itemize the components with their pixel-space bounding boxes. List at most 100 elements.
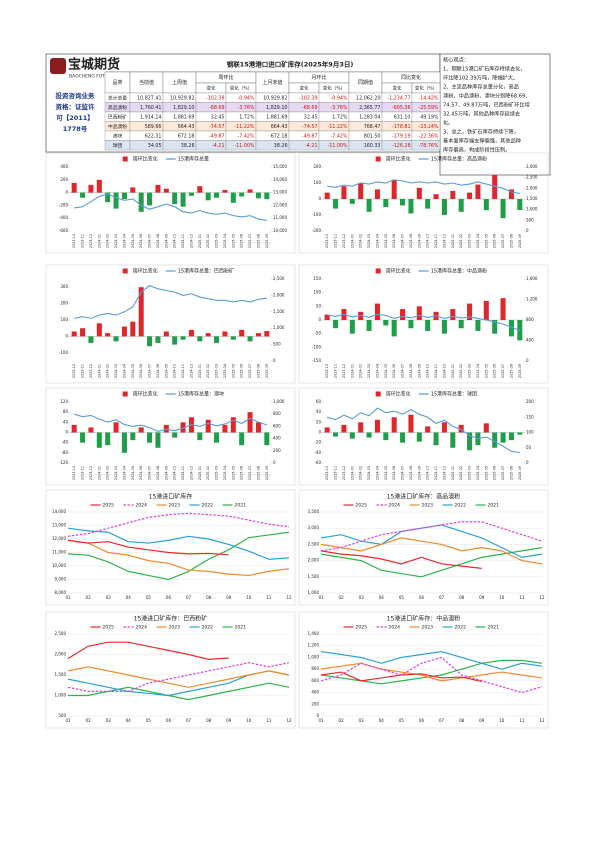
commentary-line: 2、主流品种库存总量分化，高品 <box>443 83 519 91</box>
table-value: 631.10 <box>394 114 411 120</box>
y-tick-label: 80 <box>63 409 69 414</box>
bar <box>408 414 414 433</box>
bar <box>333 199 339 209</box>
y-tick-label: 60 <box>316 399 322 404</box>
subheader-label: 变化 <box>207 85 216 92</box>
x-tick-label: 2025-07 <box>248 234 252 248</box>
bar <box>500 298 506 320</box>
x-tick-label: 2024-07 <box>148 364 152 378</box>
header-label: 同比变化 <box>401 74 421 81</box>
x-tick-label: 2024-06 <box>392 364 396 378</box>
chart-frame <box>298 489 549 606</box>
x-tick-label: 2024-05 <box>131 234 135 248</box>
table-value: 1,283.04 <box>359 114 380 120</box>
series-line <box>320 662 543 682</box>
x-tick-label: 09 <box>226 718 232 723</box>
commentary-line: 32.45万吨，其他品种库存延续去 <box>443 110 520 118</box>
bar <box>222 190 228 193</box>
x-tick-label: 03 <box>106 718 112 723</box>
table-value: -4.21 <box>305 143 317 149</box>
x-tick-label: 2023-10 <box>325 234 329 248</box>
bar <box>475 184 481 199</box>
x-tick-label: 07 <box>186 718 192 723</box>
table-value: -68.69 <box>209 105 224 111</box>
y-tick-label: -60 <box>314 460 321 465</box>
logo-text: 宝城期货 <box>68 57 120 73</box>
y-tick-label: 1,400 <box>308 631 320 636</box>
bar <box>147 336 153 347</box>
y-tick-label: 200 <box>313 164 321 169</box>
bar <box>383 199 389 207</box>
bar <box>408 199 414 214</box>
x-tick-label: 2024-01 <box>97 364 101 378</box>
x-tick-label: 2024-03 <box>367 234 371 248</box>
series-line <box>67 662 290 692</box>
y2-tick-label: 10,000 <box>273 228 287 233</box>
commentary-line: 核心观点： <box>443 56 469 64</box>
series-line <box>67 666 290 688</box>
x-tick-label: 2025-07 <box>248 364 252 378</box>
x-tick-label: 2024-11 <box>181 234 185 248</box>
y-tick-label: -100 <box>59 350 69 355</box>
series-line <box>320 537 543 565</box>
bar <box>483 300 489 320</box>
y-tick-label: -20 <box>314 440 321 445</box>
bar <box>433 432 439 446</box>
table-value: 32.45 <box>304 114 318 120</box>
y2-tick-label: 200 <box>526 399 534 404</box>
x-tick-label: 2024-09 <box>417 234 421 248</box>
table-value: -14.42% <box>418 95 438 101</box>
x-tick-label: 2024-10 <box>426 234 430 248</box>
bar <box>416 432 422 442</box>
header-label: 月环比 <box>311 74 326 81</box>
chart-title: 15港进口矿库存：中品澳粉 <box>387 615 461 623</box>
series-line <box>67 531 290 581</box>
y-tick-label: 200 <box>60 301 68 306</box>
x-tick-label: 2025-05 <box>484 364 488 378</box>
bar <box>450 309 456 320</box>
row-label: 澳块 <box>113 132 123 139</box>
bar <box>400 309 406 320</box>
legend-label: 15港库存总量：高品澳粉 <box>431 156 487 163</box>
x-tick-label: 2024-06 <box>392 234 396 248</box>
x-tick-label: 2023-10 <box>325 364 329 378</box>
chart-frame <box>298 611 549 729</box>
y2-tick-label: 2,000 <box>273 292 285 297</box>
y2-tick-label: 0 <box>273 358 276 363</box>
x-tick-label: 11 <box>266 595 272 600</box>
x-tick-label: 2024-11 <box>434 466 438 480</box>
legend-swatch <box>375 156 381 162</box>
table-value: 1,914.14 <box>140 114 161 120</box>
y2-tick-label: 1,000 <box>526 207 538 212</box>
bar <box>88 427 94 433</box>
y2-tick-label: 12,000 <box>273 202 287 207</box>
y2-tick-label: 500 <box>273 342 281 347</box>
chart-title: 15港进口矿库存 <box>149 493 193 501</box>
legend-label: 2024 <box>136 503 148 509</box>
table-value: -0.94% <box>238 95 255 101</box>
x-tick-label: 2023-12 <box>89 466 93 480</box>
x-tick-label: 2025-07 <box>501 364 505 378</box>
x-tick-label: 2023-11 <box>81 234 85 248</box>
chart-frame <box>45 387 296 486</box>
bar <box>458 199 464 212</box>
x-tick-label: 2023-10 <box>72 466 76 480</box>
bar <box>147 192 153 206</box>
x-tick-label: 10 <box>246 718 252 723</box>
table-value: 1,829.10 <box>173 105 194 111</box>
x-tick-label: 07 <box>186 595 192 600</box>
bar <box>121 432 127 453</box>
bar <box>180 336 186 340</box>
y-tick-label: 2,000 <box>55 652 67 657</box>
x-tick-label: 2023-11 <box>334 364 338 378</box>
x-tick-label: 2025-06 <box>240 234 244 248</box>
x-tick-label: 2025-07 <box>501 466 505 480</box>
table-value: 622.31 <box>145 133 162 139</box>
y-tick-label: 100 <box>313 290 321 295</box>
table-value: 589.66 <box>145 124 162 130</box>
legend-label: 2023 <box>422 625 434 631</box>
legend-label: 2025 <box>103 503 115 509</box>
chart-frame <box>298 264 549 384</box>
y-tick-label: -40 <box>61 440 68 445</box>
series-line <box>68 682 290 701</box>
